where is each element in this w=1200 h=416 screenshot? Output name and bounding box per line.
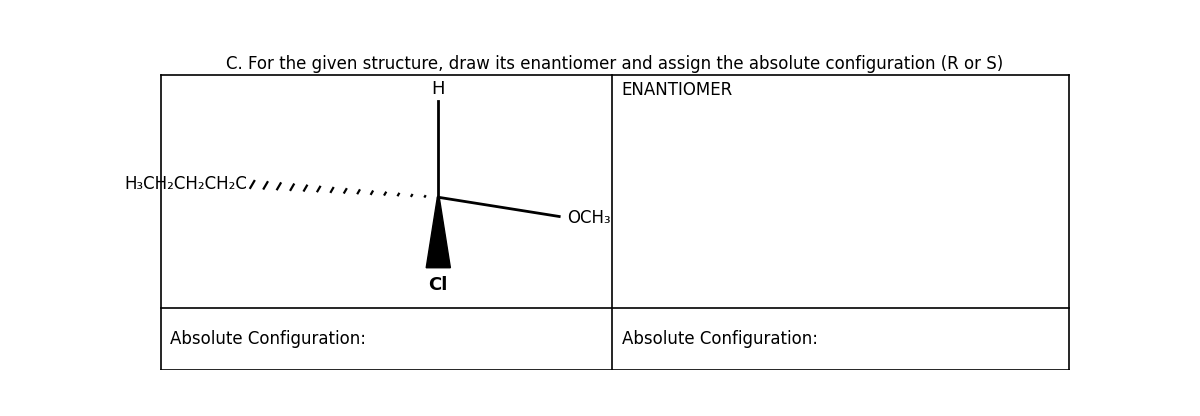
Text: Absolute Configuration:: Absolute Configuration:	[170, 330, 366, 348]
Text: Absolute Configuration:: Absolute Configuration:	[622, 330, 817, 348]
Text: Cl: Cl	[428, 276, 448, 294]
Polygon shape	[426, 197, 450, 268]
Text: C. For the given structure, draw its enantiomer and assign the absolute configur: C. For the given structure, draw its ena…	[227, 55, 1003, 73]
Text: ENANTIOMER: ENANTIOMER	[622, 81, 733, 99]
Text: OCH₃: OCH₃	[566, 209, 611, 227]
Text: H: H	[432, 80, 445, 98]
Text: H₃CH₂CH₂CH₂C: H₃CH₂CH₂CH₂C	[125, 176, 247, 193]
